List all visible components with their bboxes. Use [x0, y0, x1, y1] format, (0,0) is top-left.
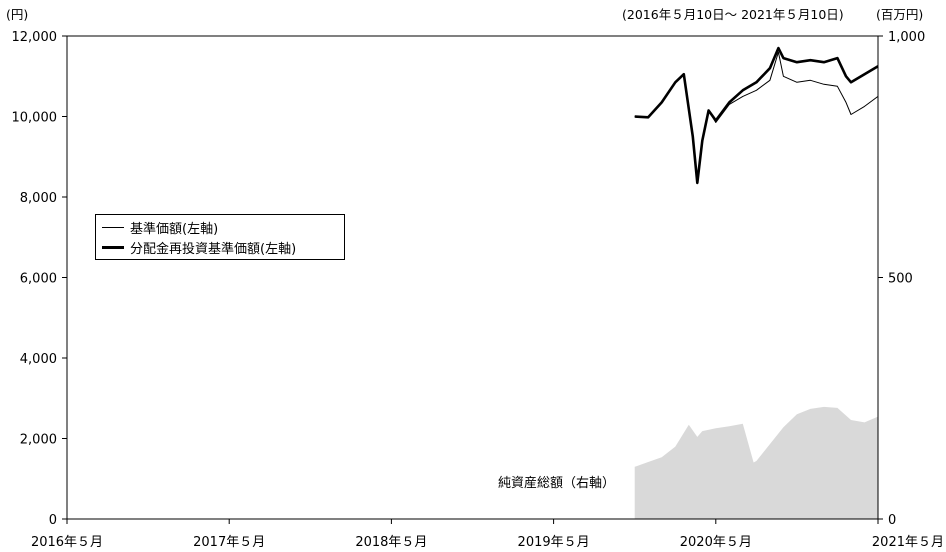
nav-lines	[634, 46, 879, 185]
reinvest-nav-line	[634, 46, 879, 185]
legend: 基準価額(左軸) 分配金再投資基準価額(左軸)	[95, 214, 345, 260]
x-axis-tick-label: 2020年５月	[680, 535, 752, 550]
net-assets-area-path	[634, 406, 878, 519]
legend-nav-label: 基準価額(左軸)	[130, 221, 219, 237]
right-axis-tick-label: 1,000	[888, 30, 925, 45]
legend-thick-line-swatch	[102, 245, 124, 249]
legend-item-nav: 基準価額(左軸)	[102, 218, 219, 237]
x-axis-tick-label: 2018年５月	[355, 535, 427, 550]
legend-item-reinvest: 分配金再投資基準価額(左軸)	[102, 238, 297, 257]
left-axis-unit: (円)	[6, 7, 29, 22]
x-axis-tick-label: 2017年５月	[193, 535, 265, 550]
right-axis-tick-label: 500	[888, 272, 913, 287]
x-axis-tick-label: 2019年５月	[518, 535, 590, 550]
right-axis-unit: (百万円)	[876, 7, 924, 22]
x-axis-tick-label: 2021年５月	[872, 535, 944, 550]
legend-thin-line-swatch	[102, 226, 124, 228]
left-axis-tick-label: 8,000	[20, 191, 57, 206]
net-assets-label: 純資産総額（右軸）	[498, 476, 616, 491]
left-axis-tick-label: 6,000	[20, 272, 57, 287]
nav-line	[634, 51, 879, 184]
left-axis-tick-label: 12,000	[12, 30, 58, 45]
left-axis-tick-label: 0	[49, 513, 57, 528]
period-note: (2016年５月10日～ 2021年５月10日)	[622, 7, 844, 22]
right-axis-tick-label: 0	[888, 513, 896, 528]
x-axis-tick-label: 2016年５月	[31, 535, 103, 550]
left-axis-tick-label: 2,000	[20, 433, 57, 448]
net-assets-area	[634, 406, 878, 519]
left-axis-tick-label: 10,000	[12, 111, 58, 126]
plot-frame	[66, 35, 879, 520]
legend-reinvest-label: 分配金再投資基準価額(左軸)	[130, 241, 297, 257]
left-axis-tick-label: 4,000	[20, 352, 57, 367]
axis-ticks: 0 2,000 4,000 6,000 8,000 10,000 12,000 0 500 1,0…	[12, 30, 945, 550]
